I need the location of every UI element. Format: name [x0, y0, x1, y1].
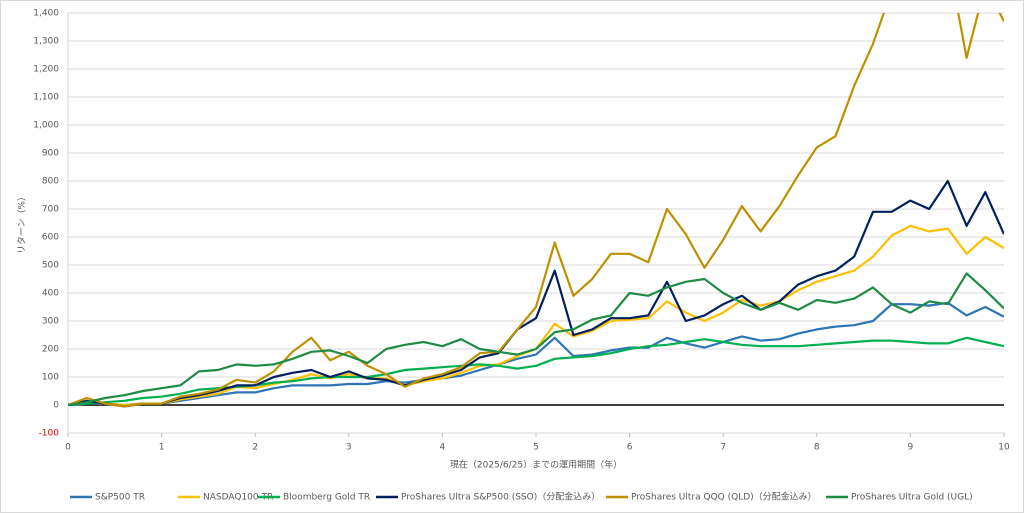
- series-line: [68, 301, 1004, 407]
- series-line: [68, 336, 1004, 407]
- x-tick-label: 2: [252, 443, 258, 453]
- y-tick-label: 1,200: [33, 65, 59, 75]
- y-tick-label: 1,400: [33, 9, 59, 19]
- x-tick-label: 3: [346, 443, 352, 453]
- x-tick-label: 8: [814, 443, 820, 453]
- y-tick-label: 700: [42, 205, 59, 215]
- y-axis-label: リターン（%）: [17, 192, 28, 254]
- x-axis-label: 現在（2025/6/25）までの運用期間（年）: [450, 459, 622, 471]
- series-line: [68, 272, 1004, 407]
- legend-label: ProShares Ultra S&P500 (SSO)（分配金込み）: [401, 491, 600, 503]
- y-tick-label: 900: [42, 149, 59, 159]
- y-tick-label: -100: [39, 429, 60, 439]
- legend-label: ProShares Ultra QQQ (QLD)（分配金込み）: [631, 491, 817, 503]
- y-tick-label: 500: [42, 261, 59, 271]
- y-tick-label: 0: [53, 401, 59, 411]
- x-tick-label: 7: [720, 443, 726, 453]
- x-tick-label: 1: [159, 443, 165, 453]
- x-tick-label: 9: [908, 443, 914, 453]
- y-tick-label: 400: [42, 289, 59, 299]
- legend-label: NASDAQ100 TR: [203, 493, 273, 503]
- series-line: [68, 179, 1004, 408]
- y-tick-label: 800: [42, 177, 59, 187]
- x-tick-label: 10: [998, 443, 1010, 453]
- x-tick-label: 4: [440, 443, 446, 453]
- legend-label: S&P500 TR: [95, 493, 145, 503]
- legend-label: ProShares Ultra Gold (UGL): [851, 493, 973, 503]
- y-tick-label: 200: [42, 345, 59, 355]
- y-tick-label: 1,000: [33, 121, 59, 131]
- y-tick-label: 1,300: [33, 37, 59, 47]
- x-tick-label: 6: [627, 443, 633, 453]
- y-tick-label: 600: [42, 233, 59, 243]
- y-tick-label: 100: [42, 373, 59, 383]
- x-tick-label: 5: [533, 443, 539, 453]
- series-line: [68, 13, 1004, 408]
- y-tick-label: 300: [42, 317, 59, 327]
- x-tick-label: 0: [65, 443, 71, 453]
- y-tick-label: 1,100: [33, 93, 59, 103]
- legend-label: Bloomberg Gold TR: [283, 493, 370, 503]
